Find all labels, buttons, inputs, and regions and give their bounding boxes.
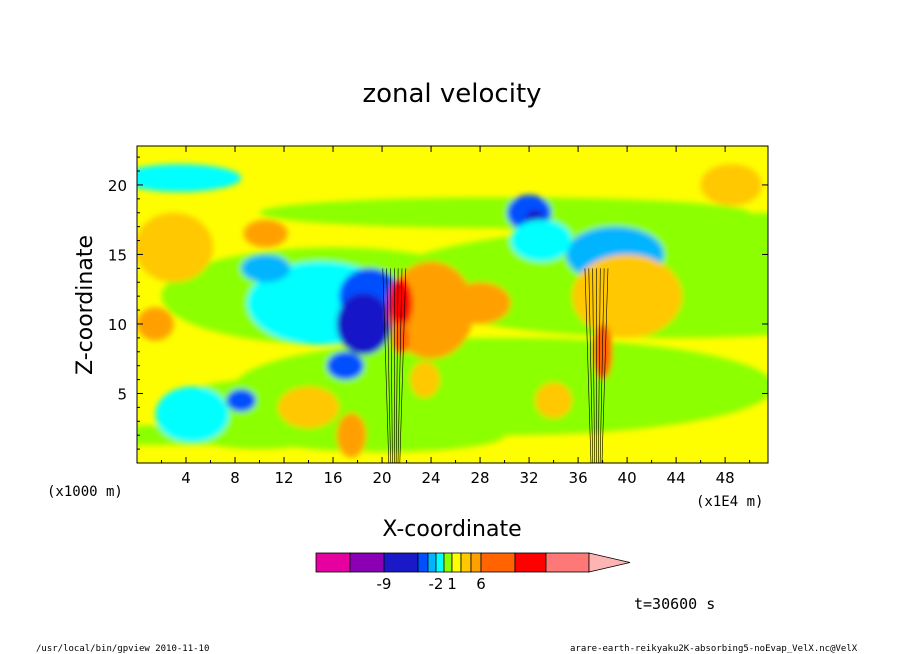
field-patch bbox=[410, 361, 440, 398]
chart-title: zonal velocity bbox=[362, 79, 541, 109]
field-patch bbox=[336, 412, 367, 458]
colorbar-cell bbox=[443, 552, 453, 573]
x-tick-label: 24 bbox=[422, 469, 441, 487]
x-tick-label: 4 bbox=[181, 469, 191, 487]
colorbar-cell bbox=[470, 552, 482, 573]
y-tick-label: 15 bbox=[108, 246, 127, 264]
field-patch bbox=[235, 337, 768, 436]
x-tick-label: 16 bbox=[323, 469, 342, 487]
colorbar-label: -2 bbox=[429, 575, 444, 593]
x-tick-label: 40 bbox=[618, 469, 637, 487]
field-patch bbox=[700, 164, 762, 206]
contour-line bbox=[395, 268, 399, 463]
contour-line bbox=[599, 268, 605, 463]
footer-right: arare-earth-reikyaku2K-absorbing5-noEvap… bbox=[570, 644, 858, 654]
colorbar-cell bbox=[315, 552, 351, 573]
field-patch bbox=[137, 164, 242, 192]
colorbar-label: -9 bbox=[377, 575, 392, 593]
contour-line bbox=[399, 268, 407, 463]
x-tick-label: 32 bbox=[520, 469, 539, 487]
contour-line bbox=[598, 268, 601, 463]
field-patch bbox=[388, 278, 413, 329]
field-patch bbox=[388, 261, 474, 359]
field-patch bbox=[259, 197, 750, 229]
field-patch bbox=[535, 382, 572, 419]
colorbar-label: 6 bbox=[476, 575, 486, 593]
footer-left: /usr/local/bin/gpview 2010-11-10 bbox=[36, 644, 209, 654]
colorbar-label: 1 bbox=[447, 575, 457, 593]
x-tick-label: 8 bbox=[230, 469, 240, 487]
time-label: t=30600 s bbox=[634, 595, 715, 613]
y-tick-label: 5 bbox=[117, 385, 127, 403]
field-patch bbox=[137, 212, 213, 283]
field-patch bbox=[243, 219, 288, 248]
field-patch bbox=[277, 386, 340, 429]
contour-line bbox=[588, 268, 594, 463]
colorbar-cell bbox=[480, 552, 516, 573]
y-axis: 5 10 15 20 bbox=[108, 156, 768, 450]
x-axis: 4 8 12 16 20 24 28 32 36 40 44 48 bbox=[161, 146, 751, 487]
plot-frame bbox=[136, 145, 769, 464]
field-patch bbox=[155, 386, 229, 443]
field-patch bbox=[137, 307, 174, 341]
field-patch bbox=[449, 282, 511, 324]
colorbar: -9 -2 1 6 bbox=[315, 552, 631, 593]
colorbar-cell bbox=[514, 552, 547, 573]
field-patch bbox=[510, 219, 572, 262]
contour-line bbox=[584, 268, 592, 463]
field-patch bbox=[336, 293, 391, 355]
colorbar-cell bbox=[451, 552, 462, 573]
colorbar-cell bbox=[435, 552, 445, 573]
colorbar-cell bbox=[460, 552, 472, 573]
colorbar-cell bbox=[417, 552, 429, 573]
contour-line bbox=[382, 268, 390, 463]
field-patch bbox=[326, 351, 364, 380]
field-patch bbox=[571, 254, 683, 338]
x-tick-label: 36 bbox=[569, 469, 588, 487]
field-patch bbox=[226, 389, 256, 412]
y-tick-label: 20 bbox=[108, 177, 127, 195]
x-axis-label: X-coordinate bbox=[382, 517, 521, 542]
field-patch bbox=[241, 254, 291, 283]
colorbar-arrow bbox=[588, 552, 631, 573]
x-units-left: (x1000 m) bbox=[47, 484, 123, 500]
contour-line bbox=[390, 268, 393, 463]
contour-line bbox=[592, 268, 595, 463]
contour-line bbox=[386, 268, 391, 463]
colorbar-cell bbox=[545, 552, 590, 573]
x-tick-label: 20 bbox=[373, 469, 392, 487]
colorbar-cell bbox=[349, 552, 385, 573]
x-tick-label: 12 bbox=[274, 469, 293, 487]
contour-line bbox=[397, 268, 403, 463]
x-tick-label: 48 bbox=[716, 469, 735, 487]
y-axis-label: Z-coordinate bbox=[73, 235, 98, 375]
colorbar-cell bbox=[383, 552, 419, 573]
colorbar-cell bbox=[427, 552, 437, 573]
x-tick-label: 44 bbox=[667, 469, 686, 487]
y-tick-label: 10 bbox=[108, 316, 127, 334]
contour-line bbox=[601, 268, 609, 463]
x-tick-label: 28 bbox=[471, 469, 490, 487]
x-units-right: (x1E4 m) bbox=[696, 494, 763, 510]
